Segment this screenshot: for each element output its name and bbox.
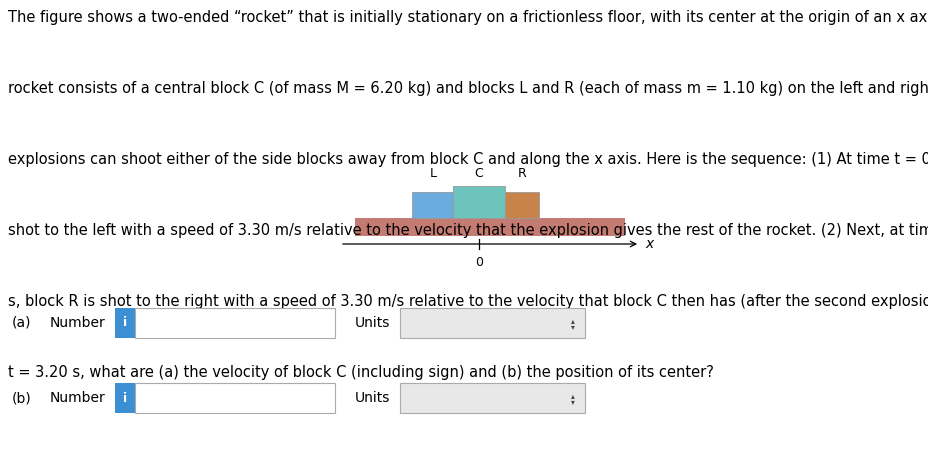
- Text: Units: Units: [354, 391, 390, 405]
- Text: Units: Units: [354, 316, 390, 330]
- Text: Number: Number: [50, 391, 106, 405]
- Text: s, block R is shot to the right with a speed of 3.30 m/s relative to the velocit: s, block R is shot to the right with a s…: [8, 294, 928, 309]
- Text: rocket consists of a central block C (of mass M = 6.20 kg) and blocks L and R (e: rocket consists of a central block C (of…: [8, 81, 928, 96]
- Text: Number: Number: [50, 316, 106, 330]
- Bar: [135, 383, 335, 413]
- Text: ▾: ▾: [571, 397, 574, 406]
- Text: (a): (a): [12, 316, 32, 330]
- Bar: [115, 308, 135, 338]
- Bar: [400, 383, 585, 413]
- Text: C: C: [474, 167, 483, 180]
- Bar: [453, 186, 505, 218]
- Text: 0: 0: [474, 256, 483, 269]
- Text: i: i: [122, 317, 127, 330]
- Bar: [135, 308, 335, 338]
- Bar: [400, 308, 585, 338]
- Text: shot to the left with a speed of 3.30 m/s relative to the velocity that the expl: shot to the left with a speed of 3.30 m/…: [8, 223, 928, 238]
- Text: x: x: [644, 237, 652, 251]
- Text: i: i: [122, 392, 127, 405]
- Text: explosions can shoot either of the side blocks away from block C and along the x: explosions can shoot either of the side …: [8, 152, 928, 167]
- Text: ▴: ▴: [571, 317, 574, 326]
- Text: ▾: ▾: [571, 322, 574, 331]
- Text: R: R: [517, 167, 526, 180]
- Text: The figure shows a two-ended “rocket” that is initially stationary on a friction: The figure shows a two-ended “rocket” th…: [8, 10, 928, 25]
- Bar: [354, 218, 625, 236]
- Text: L: L: [429, 167, 436, 180]
- Bar: [115, 383, 135, 413]
- Text: t = 3.20 s, what are (a) the velocity of block C (including sign) and (b) the po: t = 3.20 s, what are (a) the velocity of…: [8, 365, 713, 380]
- Text: (b): (b): [12, 391, 32, 405]
- Text: ▴: ▴: [571, 392, 574, 401]
- Bar: [505, 192, 538, 218]
- Bar: [411, 192, 453, 218]
